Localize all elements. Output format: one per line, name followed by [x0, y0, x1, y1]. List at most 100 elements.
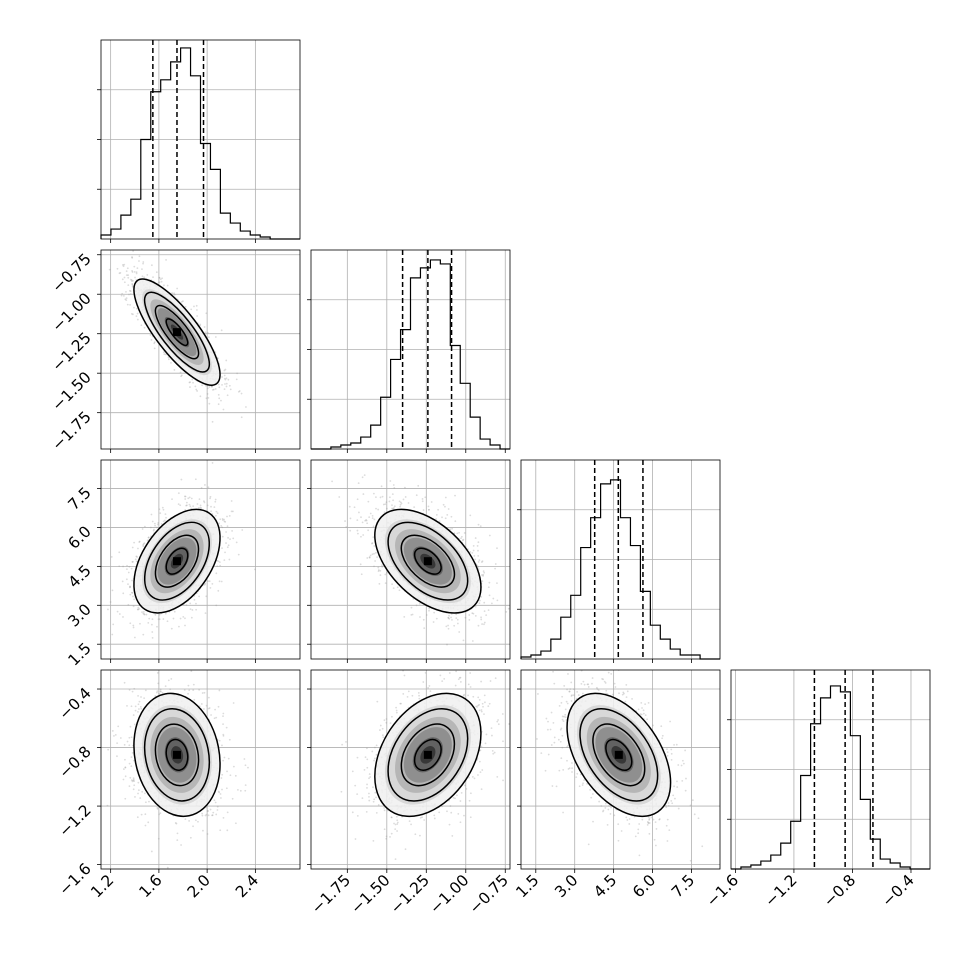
- sample-point: [458, 631, 461, 633]
- sample-point: [240, 392, 243, 395]
- histogram-step: [731, 685, 930, 870]
- sample-point: [445, 625, 448, 628]
- sample-point: [227, 378, 230, 381]
- sample-point: [207, 486, 210, 489]
- y-tick-label: 7.5: [65, 484, 95, 514]
- density-layer: [107, 462, 256, 639]
- sample-point: [450, 616, 452, 619]
- sample-point: [438, 520, 441, 523]
- sample-point: [131, 256, 133, 258]
- sample-point: [447, 616, 450, 619]
- sample-point: [196, 503, 199, 505]
- sample-point: [392, 587, 395, 590]
- sample-point: [225, 359, 228, 362]
- sample-point: [119, 272, 122, 274]
- sample-point: [381, 566, 384, 568]
- sample-point: [418, 602, 421, 605]
- sample-point: [373, 518, 376, 521]
- sample-point: [150, 513, 153, 516]
- sample-point: [196, 390, 199, 392]
- sample-point: [121, 580, 124, 583]
- sample-point: [483, 623, 485, 626]
- sample-point: [371, 514, 374, 517]
- sample-point: [195, 602, 197, 605]
- sample-point: [131, 546, 134, 549]
- contour-line: [154, 534, 200, 588]
- sample-point: [230, 510, 233, 513]
- sample-point: [411, 613, 414, 616]
- sample-point: [182, 300, 184, 302]
- y-tick-label: −0.75: [49, 250, 95, 296]
- sample-point: [453, 624, 456, 627]
- sample-point: [141, 275, 144, 278]
- sample-point: [121, 292, 124, 295]
- sample-point: [479, 599, 481, 602]
- sample-point: [211, 582, 214, 585]
- sample-point: [377, 569, 380, 571]
- sample-point: [236, 372, 239, 375]
- sample-point: [223, 374, 226, 377]
- sample-point: [472, 612, 475, 615]
- sample-point: [200, 487, 203, 489]
- sample-point: [224, 368, 227, 371]
- sample-point: [377, 566, 380, 569]
- sample-point: [159, 278, 162, 281]
- sample-point: [214, 336, 217, 338]
- sample-point: [211, 462, 214, 464]
- sample-point: [221, 518, 224, 520]
- sample-point: [208, 386, 211, 388]
- sample-point: [433, 611, 436, 614]
- sample-point: [184, 624, 186, 627]
- sample-point: [132, 605, 135, 608]
- sample-point: [384, 573, 387, 576]
- sample-point: [111, 633, 114, 636]
- sample-point: [227, 544, 230, 547]
- sample-point: [143, 613, 146, 615]
- sample-point: [208, 580, 211, 583]
- sample-point: [229, 538, 231, 541]
- sample-point: [200, 507, 203, 510]
- sample-point: [158, 508, 161, 511]
- sample-point: [135, 307, 138, 310]
- y-tick-label: 6.0: [65, 523, 95, 553]
- sample-point: [162, 618, 165, 620]
- histogram-step: [311, 259, 510, 450]
- sample-point: [132, 279, 134, 282]
- sample-point: [136, 556, 138, 558]
- sample-point: [207, 336, 210, 339]
- sample-point: [192, 505, 195, 508]
- sample-point: [214, 498, 217, 501]
- sample-point: [157, 522, 160, 524]
- sample-point: [450, 515, 453, 518]
- sample-point: [157, 281, 160, 284]
- y-tick-label: −1.25: [49, 329, 95, 375]
- sample-point: [349, 517, 352, 520]
- sample-point: [131, 579, 133, 582]
- panel-frame: [310, 249, 511, 450]
- density-layer: [108, 250, 247, 423]
- sample-point: [122, 616, 124, 618]
- sample-point: [407, 502, 410, 504]
- sample-point: [162, 351, 165, 354]
- sample-point: [388, 500, 391, 503]
- sample-point: [338, 496, 341, 498]
- sample-point: [223, 388, 226, 390]
- sample-point: [400, 502, 403, 505]
- sample-point: [455, 617, 458, 619]
- sample-point: [235, 541, 238, 544]
- sample-point: [196, 309, 198, 311]
- sample-point: [210, 505, 212, 508]
- sample-point: [217, 560, 220, 563]
- sample-point: [240, 416, 243, 419]
- sample-point: [392, 507, 395, 510]
- scatter-panel-1-4: 1.2 1.6 2.0 2.4−1.6−1.2−0.8−0.4: [55, 669, 301, 901]
- sample-point: [464, 616, 467, 619]
- sample-point: [391, 493, 394, 496]
- sample-point: [378, 582, 381, 585]
- panel-frame: [100, 249, 301, 450]
- sample-point: [391, 504, 393, 506]
- sample-point: [152, 529, 155, 532]
- sample-point: [451, 527, 454, 530]
- sample-point: [136, 312, 139, 315]
- sample-point: [206, 331, 209, 334]
